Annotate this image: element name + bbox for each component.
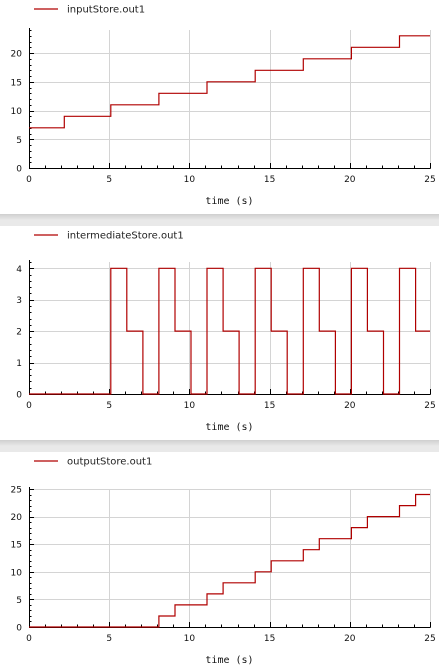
y-tick-label: 1 — [16, 359, 22, 369]
series-line — [29, 267, 430, 395]
legend-label: outputStore.out1 — [67, 457, 152, 468]
x-tick-label: 25 — [424, 634, 435, 644]
x-axis-label: time (s) — [205, 196, 253, 207]
y-tick-label: 5 — [16, 596, 22, 606]
series-line — [29, 35, 430, 129]
x-tick-label: 0 — [26, 634, 32, 644]
x-axis-label: time (s) — [205, 422, 253, 433]
y-tick-label: 2 — [16, 328, 22, 338]
output-store-chart: 0 5 10 15 20 25 0 5 10 15 20 25 time (s) outputStore.… — [11, 457, 436, 667]
x-tick-label: 15 — [264, 401, 275, 411]
y-tick-label: 15 — [11, 78, 22, 88]
series-line — [29, 493, 430, 628]
legend-label: intermediateStore.out1 — [67, 231, 184, 242]
input-store-chart: 0 5 10 15 20 25 0 5 10 15 20 time (s) inputStore.out… — [11, 5, 436, 208]
panel-separator — [0, 214, 439, 226]
x-axis-label: time (s) — [205, 655, 253, 666]
y-tick-label: 0 — [16, 624, 22, 634]
x-tick-label: 25 — [424, 401, 435, 411]
y-tick-label: 10 — [11, 107, 23, 117]
x-tick-label: 15 — [264, 634, 275, 644]
chart-panel-output: 0 5 10 15 20 25 0 5 10 15 20 25 time (s) outputStore.… — [0, 452, 439, 669]
y-tick-label: 0 — [16, 165, 22, 175]
chart-panel-input: 0 5 10 15 20 25 0 5 10 15 20 time (s) inputStore.out… — [0, 0, 439, 214]
y-tick-label: 4 — [16, 265, 22, 275]
y-tick-label: 0 — [16, 391, 22, 401]
x-tick-label: 10 — [184, 634, 196, 644]
y-tick-label: 5 — [16, 136, 22, 146]
x-tick-label: 20 — [344, 634, 356, 644]
x-tick-label: 20 — [344, 175, 356, 185]
x-tick-label: 10 — [184, 401, 196, 411]
x-tick-label: 0 — [26, 401, 32, 411]
intermediate-store-chart: 0 5 10 15 20 25 0 1 2 3 4 time (s) intermediateStore… — [16, 231, 435, 434]
y-tick-label: 10 — [11, 568, 23, 578]
x-tick-label: 20 — [344, 401, 356, 411]
panel-separator — [0, 440, 439, 452]
x-tick-label: 0 — [26, 175, 32, 185]
x-tick-label: 5 — [106, 175, 112, 185]
y-tick-label: 15 — [11, 541, 22, 551]
legend-label: inputStore.out1 — [67, 5, 145, 16]
x-tick-label: 25 — [424, 175, 435, 185]
x-tick-label: 5 — [106, 634, 112, 644]
y-tick-label: 20 — [11, 513, 23, 523]
chart-panel-intermediate: 0 5 10 15 20 25 0 1 2 3 4 time (s) intermediateStore… — [0, 226, 439, 440]
x-tick-label: 10 — [184, 175, 196, 185]
y-tick-label: 20 — [11, 50, 23, 60]
x-tick-label: 5 — [106, 401, 112, 411]
y-tick-label: 25 — [11, 486, 22, 496]
y-tick-label: 3 — [16, 296, 22, 306]
x-tick-label: 15 — [264, 175, 275, 185]
